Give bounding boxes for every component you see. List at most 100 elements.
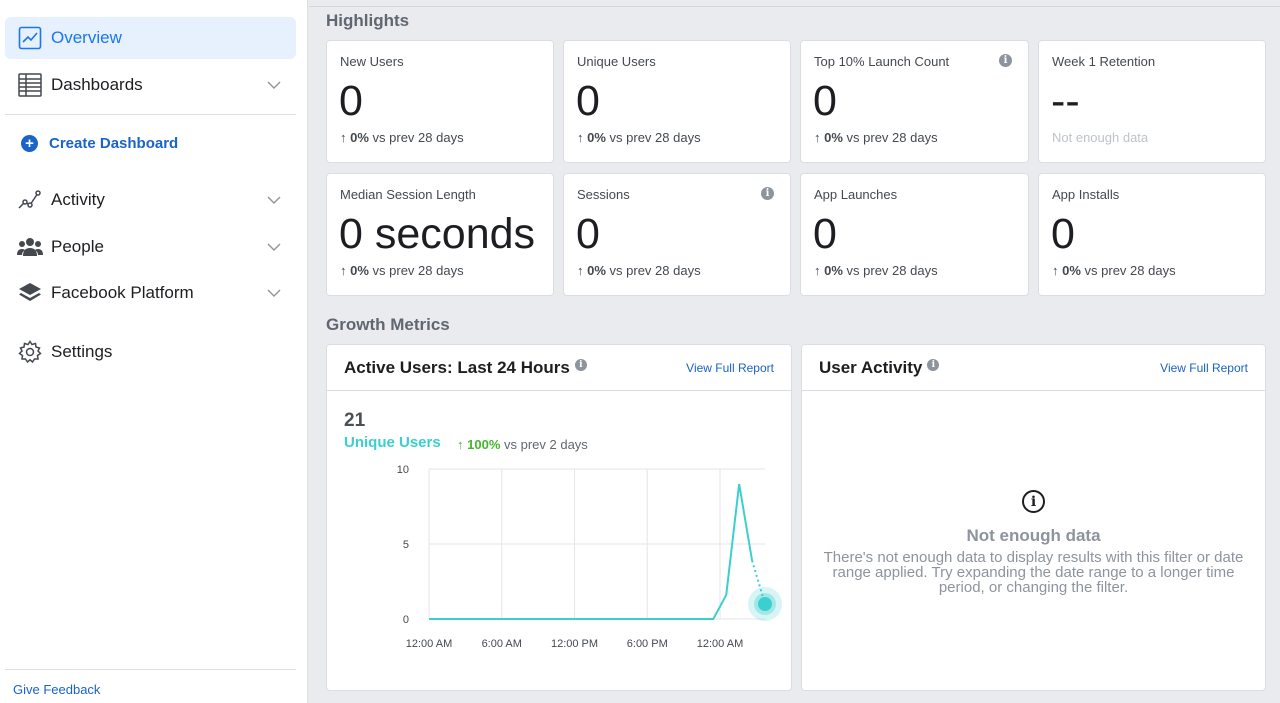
divider <box>5 669 296 670</box>
arrow-up-icon: ↑ <box>814 263 821 278</box>
metric-card-unique-users[interactable]: Unique Users 0 ↑ 0% vs prev 28 days <box>563 40 791 163</box>
nav-people-label: People <box>51 237 104 256</box>
metric-card-app-launches[interactable]: App Launches 0 ↑ 0% vs prev 28 days <box>800 173 1029 296</box>
metric-change: ↑ 0% vs prev 28 days <box>340 130 464 145</box>
metric-card-sessions[interactable]: Sessions i 0 ↑ 0% vs prev 28 days <box>563 173 791 296</box>
header-divider <box>309 6 1280 7</box>
info-circle-icon: i <box>1022 490 1045 513</box>
metric-change: ↑ 0% vs prev 28 days <box>577 130 701 145</box>
active-user-count: 21 <box>344 410 366 431</box>
plus-circle-icon: + <box>21 134 38 152</box>
nav-facebook-platform[interactable]: Facebook Platform <box>5 272 296 314</box>
metric-label: New Users <box>340 54 404 69</box>
nav-activity-label: Activity <box>51 190 105 209</box>
gear-icon <box>17 339 43 365</box>
metric-change: ↑ 0% vs prev 28 days <box>340 263 464 278</box>
arrow-up-icon: ↑ <box>1052 263 1059 278</box>
panel-title: Active Users: Last 24 Hours i <box>344 358 587 378</box>
info-icon[interactable]: i <box>761 187 774 200</box>
active-users-chart[interactable]: 0 5 10 12:00 AM 6:00 AM 12:00 PM 6:00 PM 12:00 … <box>327 391 793 691</box>
metric-change: ↑ 0% vs prev 28 days <box>814 130 938 145</box>
metric-value: 0 <box>813 77 837 125</box>
arrow-up-icon: ↑ <box>814 130 821 145</box>
metric-value: 0 <box>339 77 363 125</box>
activity-icon <box>17 187 43 213</box>
arrow-up-icon: ↑ <box>457 437 468 452</box>
metric-label: Median Session Length <box>340 187 476 202</box>
panel-header: User Activity i View Full Report <box>802 345 1265 391</box>
series-line <box>429 483 754 620</box>
chevron-down-icon <box>267 196 281 204</box>
active-users-panel: Active Users: Last 24 Hours i View Full … <box>326 344 792 691</box>
y-tick-label: 5 <box>403 539 409 551</box>
series-change: ↑ 100% vs prev 2 days <box>457 437 588 452</box>
info-icon[interactable]: i <box>999 54 1012 67</box>
metric-card-new-users[interactable]: New Users 0 ↑ 0% vs prev 28 days <box>326 40 554 163</box>
metric-card-top-launch-count[interactable]: Top 10% Launch Count i 0 ↑ 0% vs prev 28… <box>800 40 1029 163</box>
x-tick-label: 12:00 AM <box>697 638 743 650</box>
highlights-title: Highlights <box>326 11 410 30</box>
chevron-down-icon <box>267 243 281 251</box>
arrow-up-icon: ↑ <box>340 130 347 145</box>
series-label: Unique Users <box>344 434 441 451</box>
layers-icon <box>17 280 43 306</box>
view-full-report-link[interactable]: View Full Report <box>686 361 774 375</box>
metric-change: ↑ 0% vs prev 28 days <box>1052 263 1176 278</box>
nav-settings-label: Settings <box>51 342 113 361</box>
y-tick-label: 0 <box>403 614 409 626</box>
y-tick-label: 10 <box>397 464 409 476</box>
nav-dashboards-label: Dashboards <box>51 75 143 94</box>
sidebar: Overview Dashboards + Create Dashboard A… <box>0 0 308 703</box>
nav-facebook-platform-label: Facebook Platform <box>51 283 194 302</box>
arrow-up-icon: ↑ <box>340 263 347 278</box>
nav-settings[interactable]: Settings <box>5 331 296 373</box>
metric-change: ↑ 0% vs prev 28 days <box>577 263 701 278</box>
x-tick-label: 6:00 AM <box>482 638 522 650</box>
growth-metrics-title: Growth Metrics <box>326 315 450 334</box>
nav-dashboards[interactable]: Dashboards <box>5 64 296 106</box>
metric-value: 0 <box>576 77 600 125</box>
metric-change: ↑ 0% vs prev 28 days <box>814 263 938 278</box>
empty-state-text: There's not enough data to display resul… <box>823 549 1244 596</box>
line-chart-icon <box>17 25 43 51</box>
divider <box>5 114 296 115</box>
metric-label: App Launches <box>814 187 898 202</box>
metric-note: Not enough data <box>1052 130 1149 145</box>
chevron-down-icon <box>267 289 281 297</box>
metric-value: 0 <box>576 210 600 258</box>
panel-header: Active Users: Last 24 Hours i View Full … <box>327 345 791 391</box>
x-tick-label: 12:00 AM <box>406 638 452 650</box>
metric-value: 0 <box>1051 210 1075 258</box>
metric-label: App Installs <box>1052 187 1120 202</box>
create-dashboard-button[interactable]: + Create Dashboard <box>21 133 178 153</box>
info-icon[interactable]: i <box>927 359 940 371</box>
metric-value: 0 <box>813 210 837 258</box>
nav-overview[interactable]: Overview <box>5 17 296 59</box>
arrow-up-icon: ↑ <box>577 263 584 278</box>
nav-activity[interactable]: Activity <box>5 179 296 221</box>
x-tick-label: 6:00 PM <box>627 638 668 650</box>
info-icon[interactable]: i <box>574 359 587 371</box>
metric-value: -- <box>1051 77 1080 125</box>
metric-label: Top 10% Launch Count <box>814 54 950 69</box>
dashboards-grid-icon <box>17 72 43 98</box>
arrow-up-icon: ↑ <box>577 130 584 145</box>
metric-card-week1-retention[interactable]: Week 1 Retention -- Not enough data <box>1038 40 1266 163</box>
metric-card-median-session[interactable]: Median Session Length 0 seconds ↑ 0% vs … <box>326 173 554 296</box>
panel-title: User Activity i <box>819 358 940 378</box>
empty-state-title: Not enough data <box>966 526 1101 545</box>
metric-label: Week 1 Retention <box>1052 54 1156 69</box>
people-icon <box>17 234 43 260</box>
user-activity-panel: User Activity i View Full Report i Not e… <box>801 344 1266 691</box>
x-tick-label: 12:00 PM <box>551 638 598 650</box>
current-point <box>758 597 772 611</box>
metric-card-app-installs[interactable]: App Installs 0 ↑ 0% vs prev 28 days <box>1038 173 1266 296</box>
nav-overview-label: Overview <box>51 28 122 47</box>
metric-value: 0 seconds <box>339 210 536 258</box>
metric-label: Sessions <box>577 187 630 202</box>
give-feedback-link[interactable]: Give Feedback <box>13 682 101 697</box>
nav-people[interactable]: People <box>5 226 296 268</box>
view-full-report-link[interactable]: View Full Report <box>1160 361 1248 375</box>
create-dashboard-label: Create Dashboard <box>49 134 179 152</box>
metric-label: Unique Users <box>577 54 656 69</box>
